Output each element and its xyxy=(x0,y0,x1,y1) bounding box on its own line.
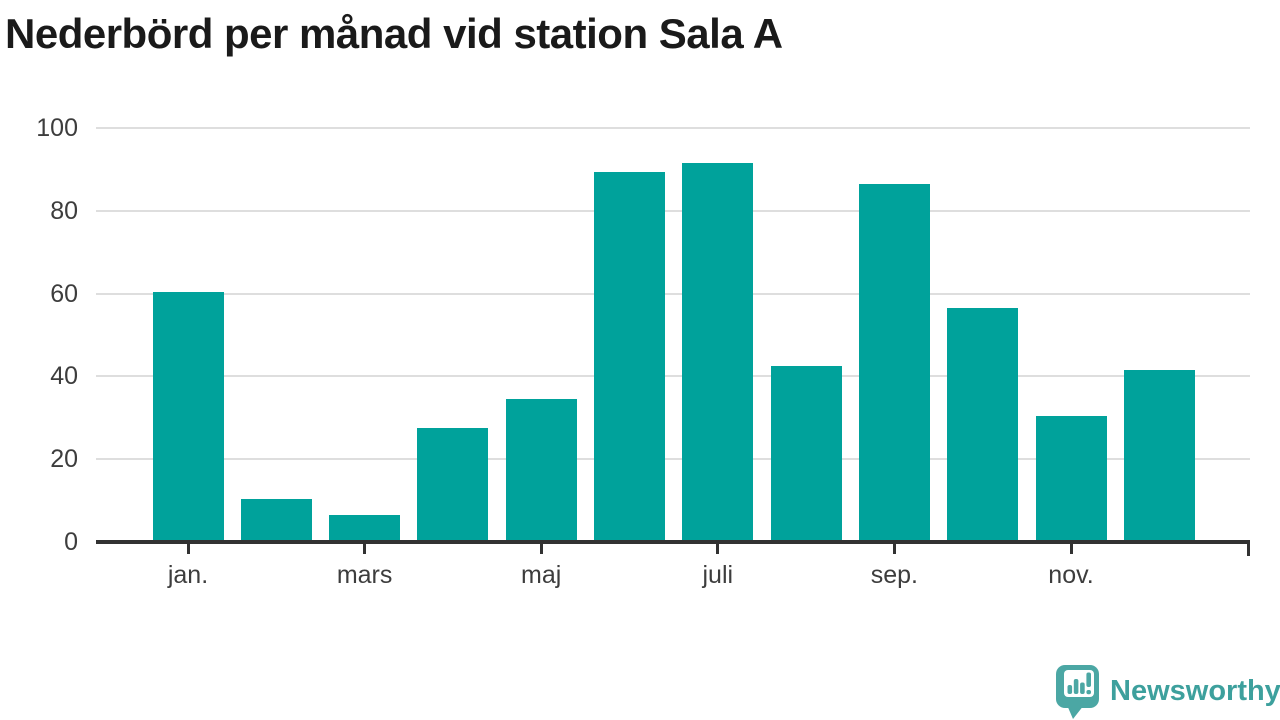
y-gridline xyxy=(96,458,1250,461)
y-gridline xyxy=(96,375,1250,378)
x-axis-tick xyxy=(1069,544,1073,554)
bar xyxy=(329,515,400,540)
bar xyxy=(153,292,224,540)
x-axis-tick xyxy=(716,544,720,554)
x-axis-tick-label: jan. xyxy=(167,561,209,589)
y-axis-tick-label: 80 xyxy=(50,196,78,225)
newsworthy-logo-icon xyxy=(1056,665,1099,719)
bar xyxy=(682,163,753,540)
x-axis-tick-label: juli xyxy=(702,561,734,589)
y-axis-tick-label: 60 xyxy=(50,279,78,308)
bar xyxy=(417,428,488,540)
x-axis-tick-label: mars xyxy=(336,561,393,589)
bar xyxy=(1036,416,1107,540)
y-gridline xyxy=(96,209,1250,212)
y-axis-tick-label: 100 xyxy=(36,114,78,142)
x-axis-tick-label: sep. xyxy=(870,561,919,589)
x-axis-tick xyxy=(363,544,367,554)
y-axis-tick-label: 40 xyxy=(50,362,78,391)
newsworthy-logo-text: Newsworthy xyxy=(1110,674,1280,707)
x-axis-end-cap xyxy=(1247,540,1250,556)
y-gridline xyxy=(96,127,1250,129)
y-axis-tick-label: 0 xyxy=(64,528,78,556)
x-axis-line xyxy=(96,540,1250,544)
bar xyxy=(859,184,930,540)
bar xyxy=(1124,370,1195,540)
bar xyxy=(947,308,1018,540)
bar xyxy=(594,172,665,540)
bar xyxy=(506,399,577,540)
newsworthy-logo: Newsworthy xyxy=(1054,663,1280,719)
x-axis-tick-label: nov. xyxy=(1048,561,1094,589)
x-axis-tick xyxy=(539,544,543,554)
y-axis-tick-label: 20 xyxy=(50,445,78,474)
x-axis-tick xyxy=(892,544,896,554)
x-axis-tick xyxy=(186,544,190,554)
bar xyxy=(241,499,312,540)
y-gridline xyxy=(96,292,1250,295)
bar xyxy=(771,366,842,540)
x-axis-tick-label: maj xyxy=(521,561,562,589)
chart-title: Nederbörd per månad vid station Sala A xyxy=(5,10,783,57)
